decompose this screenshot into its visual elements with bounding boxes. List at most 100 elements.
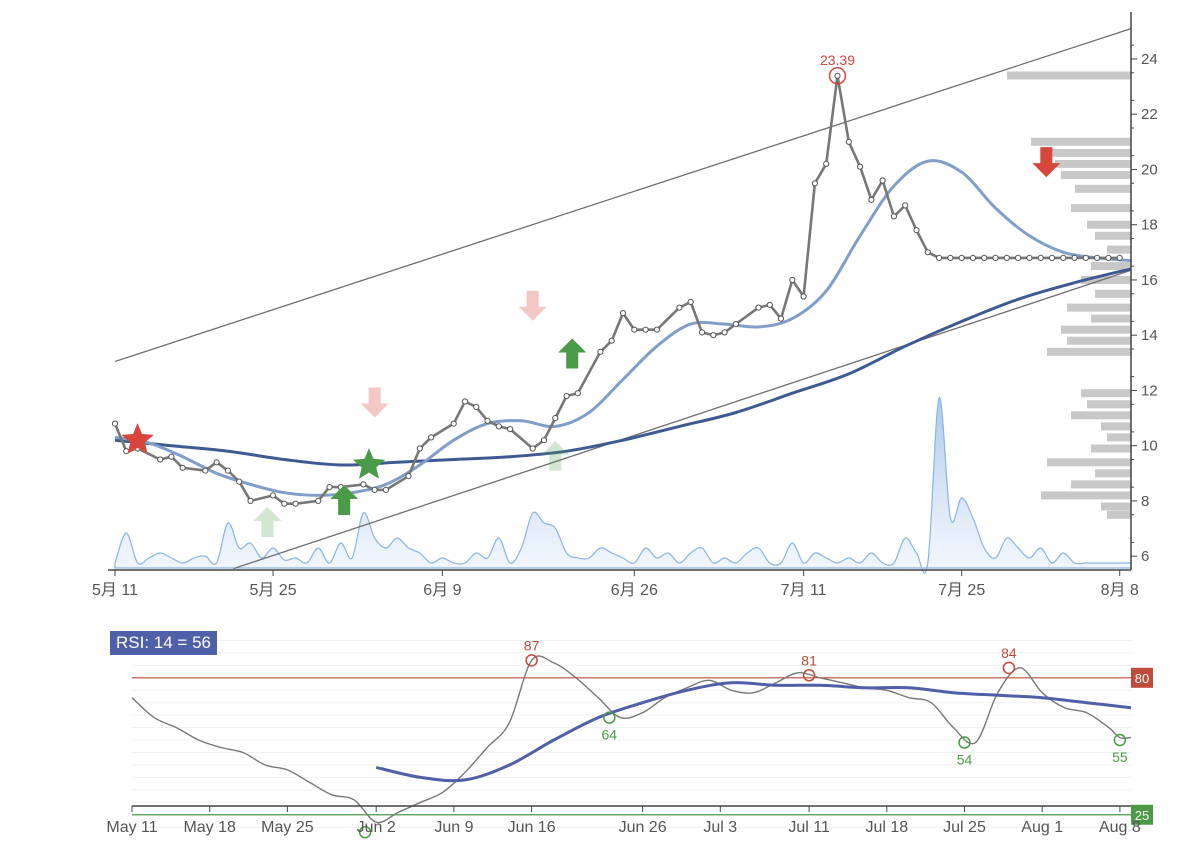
volume-profile-bar <box>1107 245 1131 254</box>
price-point <box>924 249 931 256</box>
rsi-extreme-marker <box>958 736 971 749</box>
price-chart: 23.39 6 8 10 12 14 16 18 20 22 24 5月 11 5月 25 6月 9 6月 … <box>92 12 1158 599</box>
rsi-extreme-label: 55 <box>1112 749 1128 765</box>
rsi-x-tick-label: Jun 16 <box>508 819 556 836</box>
price-point <box>1105 254 1112 261</box>
price-point <box>879 177 886 184</box>
rsi-extreme-marker <box>1002 661 1016 675</box>
price-point <box>902 202 909 209</box>
price-point <box>755 304 762 311</box>
price-point <box>992 254 999 261</box>
price-point <box>789 276 796 284</box>
volume-profile-bar <box>1071 480 1131 489</box>
price-point <box>371 486 378 493</box>
x-tick-label: 5月 25 <box>249 582 296 599</box>
volume-profile-bar <box>1101 502 1131 511</box>
price-point <box>1015 254 1022 261</box>
ma-short-line <box>114 159 1132 497</box>
volume-profile-bar <box>1055 159 1131 168</box>
price-point <box>495 423 502 430</box>
price-point <box>416 445 423 452</box>
rsi-x-tick-label: Aug 1 <box>1021 819 1063 836</box>
buy-star-signal <box>352 448 386 479</box>
buy-arrow-signal-faded <box>541 440 570 471</box>
y-tick-label: 20 <box>1141 161 1158 178</box>
rsi-x-tick-label: Jul 11 <box>788 819 830 836</box>
price-point <box>597 348 604 355</box>
price-point <box>1116 254 1123 261</box>
rsi-x-tick-label: Jul 18 <box>865 819 908 836</box>
volume-profile-bar <box>1087 400 1131 409</box>
price-point <box>315 497 322 504</box>
y-tick-label: 18 <box>1141 217 1158 234</box>
rsi-x-tick-label: Jun 26 <box>619 819 667 836</box>
price-point <box>698 329 706 336</box>
volume-area <box>114 397 1132 574</box>
volume-profile-bar <box>1007 71 1131 80</box>
price-point <box>281 500 288 507</box>
rsi-level-badge <box>1131 667 1153 688</box>
price-point <box>405 473 412 480</box>
price-point <box>507 426 514 433</box>
price-point <box>111 420 119 427</box>
x-tick-label: 7月 11 <box>781 582 827 599</box>
rsi-level-label: 25 <box>1135 808 1149 823</box>
x-tick-label: 6月 26 <box>611 582 658 599</box>
price-point <box>721 329 728 336</box>
rsi-extreme-label: 64 <box>602 727 618 743</box>
rsi-extreme-label: 87 <box>524 637 540 653</box>
volume-profile-bar <box>1041 491 1131 500</box>
y-tick-label: 14 <box>1141 327 1158 344</box>
price-point <box>1071 254 1078 261</box>
volume-profile-bar <box>1107 510 1131 519</box>
price-point <box>484 417 491 424</box>
y-tick-label: 10 <box>1141 438 1158 455</box>
volume-profile-bar <box>1081 389 1131 398</box>
price-point <box>619 310 627 317</box>
max-value-label: 23.39 <box>820 52 855 68</box>
volume-profile-bar <box>1071 204 1131 213</box>
volume-profile-bar <box>1067 336 1131 345</box>
price-point <box>1094 254 1101 261</box>
volume-profile-bar <box>1081 276 1131 284</box>
volume-profile-bar <box>1067 303 1131 312</box>
rsi-x-tick-label: May 25 <box>261 819 314 836</box>
ma-long-line <box>114 267 1132 467</box>
volume-profile-bar <box>1087 220 1131 229</box>
price-point <box>676 304 683 311</box>
price-point <box>631 326 638 333</box>
rsi-extreme-marker <box>1113 733 1127 747</box>
rsi-extreme-label: 54 <box>957 752 973 768</box>
price-point <box>687 298 694 306</box>
price-point <box>1048 254 1056 261</box>
y-tick-label: 22 <box>1141 106 1158 123</box>
rsi-chart: 80 25 18 87 64 81 54 84 55 May 11 May 18 May 25 Jun … <box>106 637 1153 843</box>
price-point <box>1026 254 1033 261</box>
volume-profile-bar <box>1091 314 1131 323</box>
price-point <box>224 467 231 474</box>
rsi-x-tick-label: Jun 9 <box>434 819 473 836</box>
price-point <box>269 492 277 499</box>
rsi-x-tick-label: Jul 25 <box>943 819 986 836</box>
price-point <box>710 332 717 339</box>
volume-profile-bar <box>1101 422 1131 431</box>
rsi-x-tick-label: May 11 <box>106 819 157 836</box>
volume-profile-bar <box>1095 289 1131 298</box>
y-tick-label: 6 <box>1141 548 1149 565</box>
price-point <box>179 464 186 471</box>
volume-profile-bar <box>1095 231 1131 240</box>
y-tick-label: 8 <box>1141 493 1149 510</box>
rsi-x-tick-label: Aug 8 <box>1099 819 1141 836</box>
rsi-extreme-label: 81 <box>801 652 817 668</box>
price-point <box>552 415 559 422</box>
price-point <box>834 72 841 79</box>
price-point <box>247 497 254 504</box>
rsi-x-tick-label: Jul 3 <box>703 819 737 836</box>
sell-arrow-signal <box>1032 147 1061 178</box>
trend-line-upper <box>114 27 1132 363</box>
price-point <box>845 138 852 145</box>
price-point <box>732 321 740 328</box>
x-tick-label: 7月 25 <box>938 582 985 599</box>
trend-line-lower <box>233 269 1132 570</box>
